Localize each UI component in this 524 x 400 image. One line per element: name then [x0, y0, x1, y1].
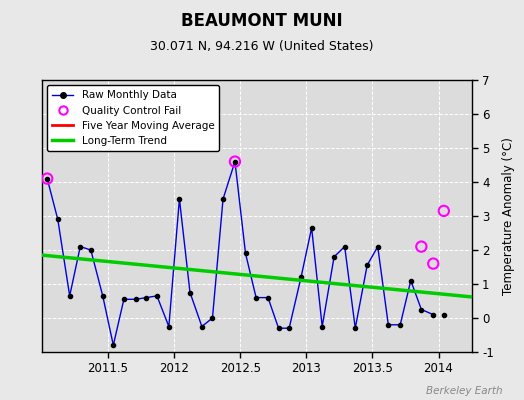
Point: [429, 260, 438, 267]
Legend: Raw Monthly Data, Quality Control Fail, Five Year Moving Average, Long-Term Tren: Raw Monthly Data, Quality Control Fail, …: [47, 85, 220, 151]
Y-axis label: Temperature Anomaly (°C): Temperature Anomaly (°C): [502, 137, 515, 295]
Point: [417, 243, 425, 250]
Text: BEAUMONT MUNI: BEAUMONT MUNI: [181, 12, 343, 30]
Point: [231, 158, 239, 165]
Text: 30.071 N, 94.216 W (United States): 30.071 N, 94.216 W (United States): [150, 40, 374, 53]
Text: Berkeley Earth: Berkeley Earth: [427, 386, 503, 396]
Point: [440, 208, 448, 214]
Point: [43, 175, 51, 182]
